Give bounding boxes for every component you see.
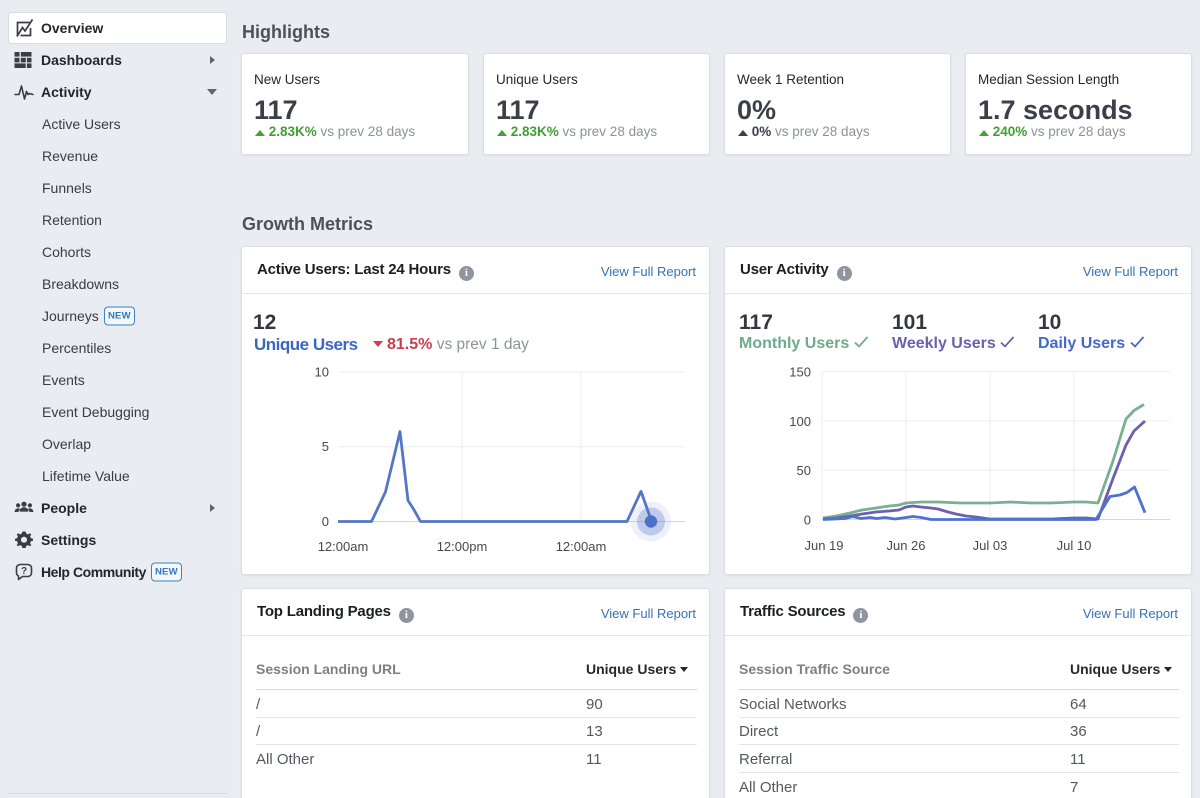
svg-text:10: 10 xyxy=(315,364,329,379)
svg-text:100: 100 xyxy=(789,414,811,429)
svg-text:150: 150 xyxy=(789,365,811,380)
svg-text:Jun 19: Jun 19 xyxy=(804,538,843,553)
svg-text:Jul 10: Jul 10 xyxy=(1057,538,1092,553)
svg-text:?: ? xyxy=(21,566,27,577)
svg-text:12:00pm: 12:00pm xyxy=(437,539,488,554)
svg-text:12:00am: 12:00am xyxy=(556,539,607,554)
svg-text:12:00am: 12:00am xyxy=(318,539,369,554)
svg-text:0: 0 xyxy=(322,514,329,529)
svg-text:5: 5 xyxy=(322,439,329,454)
svg-text:Jul 03: Jul 03 xyxy=(973,538,1008,553)
svg-text:50: 50 xyxy=(797,463,811,478)
svg-text:0: 0 xyxy=(804,513,811,528)
svg-text:Jun 26: Jun 26 xyxy=(886,538,925,553)
